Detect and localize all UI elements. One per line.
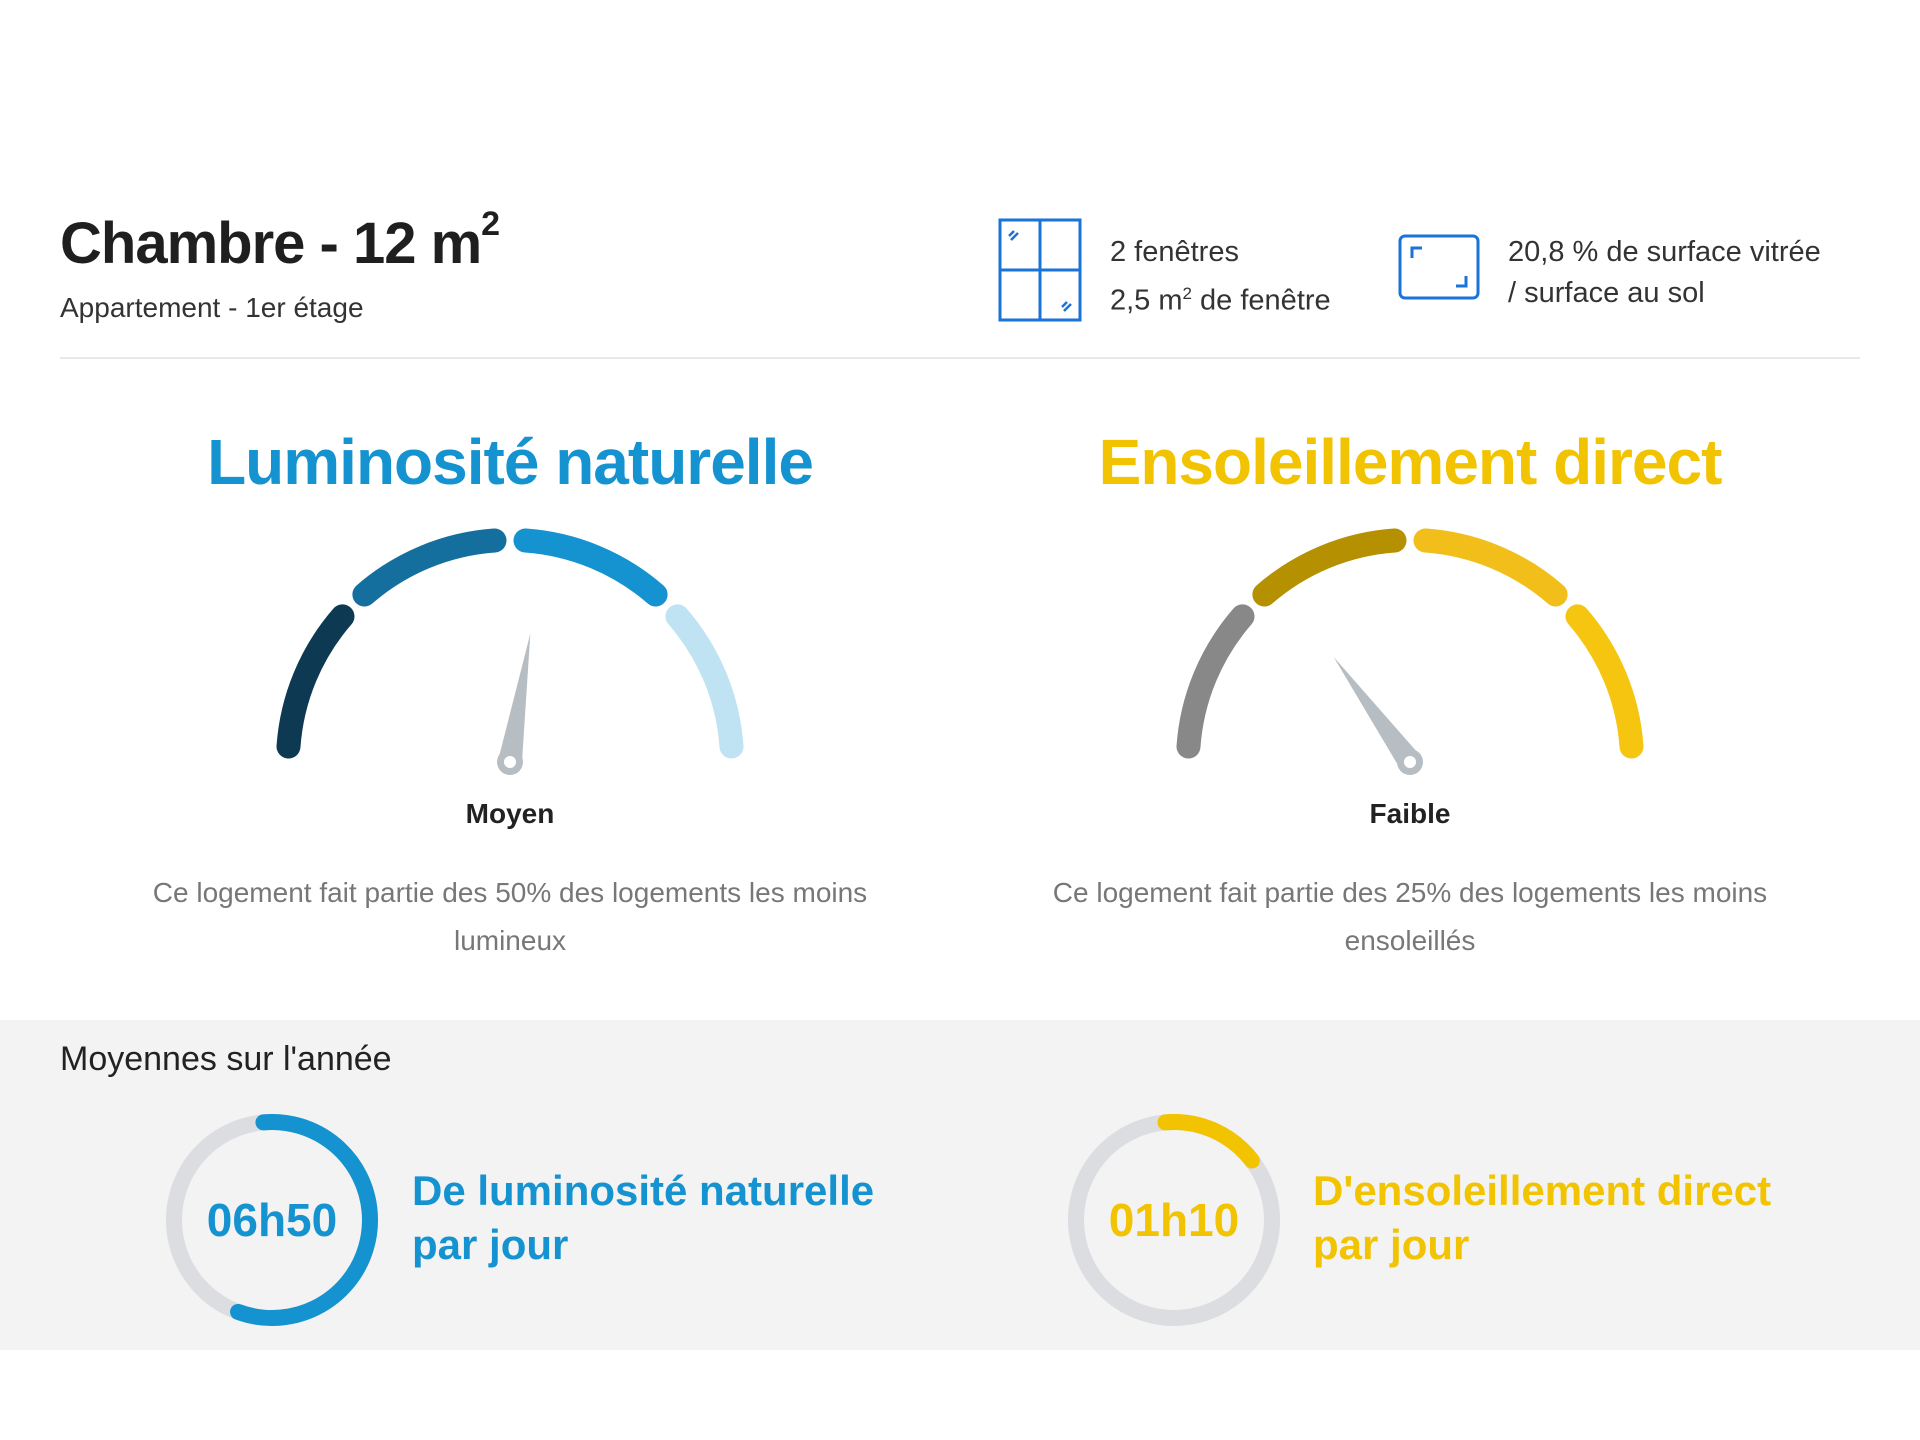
window-info: 2 fenêtres 2,5 m2 de fenêtre: [1110, 232, 1331, 322]
window-area: 2,5 m2 de fenêtre: [1110, 273, 1331, 322]
surface-ratio: 20,8 % de surface vitrée: [1508, 236, 1821, 268]
gauge-segment-1: [1176, 604, 1255, 759]
glazed-surface-icon: [1398, 234, 1480, 300]
window-area-prefix: 2,5 m: [1110, 284, 1183, 317]
gauge-needle: [498, 633, 531, 764]
luminosity-daily-value: 06h50: [206, 1194, 338, 1246]
annual-averages-panel: [0, 1020, 1920, 1350]
gauge-needle-hub-center: [504, 756, 516, 768]
gauge-segment-1: [276, 604, 355, 759]
luminosity-daily-label-line1: De luminosité naturelle: [412, 1167, 875, 1214]
room-title-sup: 2: [481, 204, 500, 243]
sunshine-description: Ce logement fait partie des 25% des loge…: [1052, 877, 1768, 956]
room-title-text: Chambre - 12 m: [60, 211, 482, 276]
sunshine-daily-label: D'ensoleillement direct par jour: [1313, 1164, 1873, 1272]
gauge-segment-4: [1565, 604, 1644, 759]
luminosity-daily-label-line2: par jour: [412, 1221, 569, 1268]
ring-progress: [166, 1114, 378, 1326]
window-icon: [998, 218, 1082, 322]
annual-averages-title: Moyennes sur l'année: [60, 1040, 392, 1078]
gauge-segment-3: [513, 528, 668, 607]
sunshine-daily-value: 01h10: [1108, 1194, 1240, 1246]
surface-ratio-suffix: / surface au sol: [1508, 277, 1705, 309]
gauge-needle-hub-center: [1404, 756, 1416, 768]
sunshine-daily-label-line2: par jour: [1313, 1221, 1470, 1268]
sunshine-level: Faible: [1369, 798, 1451, 829]
room-subtitle: Appartement - 1er étage: [60, 292, 364, 323]
luminosity-daily-label: De luminosité naturelle par jour: [412, 1164, 932, 1272]
window-area-suffix: de fenêtre: [1192, 284, 1331, 317]
window-area-sup: 2: [1182, 284, 1192, 303]
luminosity-gauge: [276, 528, 744, 775]
sunshine-ring: [1068, 1114, 1280, 1326]
gauge-segment-2: [352, 528, 507, 607]
gauge-needle: [1333, 656, 1420, 770]
gauge-segment-2: [1252, 528, 1407, 607]
window-count: 2 fenêtres: [1110, 236, 1239, 268]
gauge-segment-3: [1413, 528, 1568, 607]
surface-info: 20,8 % de surface vitrée / surface au so…: [1508, 232, 1821, 314]
ring-progress: [1068, 1114, 1280, 1326]
luminosity-title: Luminosité naturelle: [207, 426, 814, 498]
sunshine-title: Ensoleillement direct: [1098, 426, 1723, 498]
sunshine-daily-label-line1: D'ensoleillement direct: [1313, 1167, 1772, 1214]
luminosity-level: Moyen: [465, 798, 555, 829]
luminosity-description: Ce logement fait partie des 50% des loge…: [152, 877, 868, 956]
luminosity-ring: [166, 1114, 378, 1326]
gauge-segment-4: [665, 604, 744, 759]
header-divider: [60, 357, 1860, 359]
room-title: Chambre - 12 m2: [60, 205, 500, 277]
sunshine-gauge: [1176, 528, 1644, 775]
